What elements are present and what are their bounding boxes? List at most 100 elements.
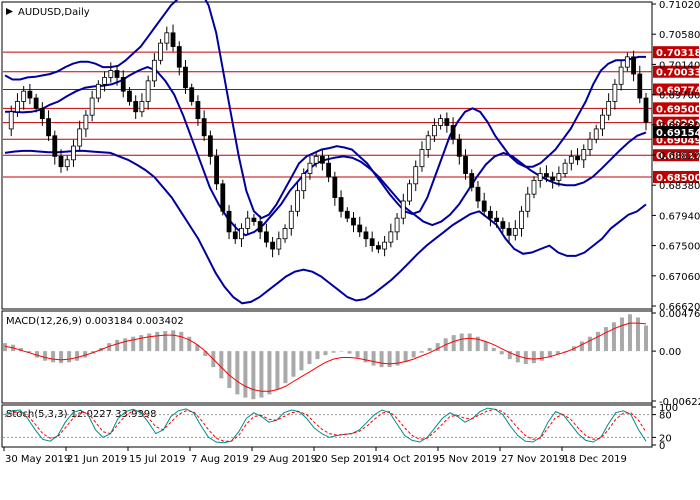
candle-body [27,90,33,99]
macd-histogram-bar [644,325,648,352]
candle-body [114,70,120,78]
candle-body [618,66,624,85]
candle-body [363,231,369,240]
level-badge [653,102,699,115]
candle-body [133,101,139,113]
macd-histogram-bar [427,347,432,352]
resistance-levels: 0.70318 0.70033 0.69774 0.69500 0.69291 0.690… [3,46,700,184]
candle-body [450,125,456,140]
macd-signal-line [4,322,647,392]
candle-body [127,90,132,102]
macd-histogram-bar [155,331,160,352]
macd-histogram-bar [323,351,328,356]
candle-body [550,176,556,181]
macd-histogram-bar [307,351,312,364]
price-axis: 0.71020 0.70580 0.70140 0.69700 0.69260 0.688… [652,0,700,313]
level-label: 0.69774 [656,86,700,97]
candle-body [537,173,543,181]
candle-body [575,155,580,161]
candle-body [164,32,170,44]
macd-histogram-bar [379,351,384,368]
macd-histogram-bar [283,351,288,384]
macd-histogram-bar [475,336,480,352]
macd-histogram-bar [347,351,352,354]
macd-histogram-bar [619,317,624,352]
candle-body [456,138,462,157]
macd-histogram-bar [259,351,264,398]
candle-body [581,149,587,161]
macd-histogram-bar [627,314,632,352]
candle-body [612,83,618,102]
candle-body [637,73,643,99]
candle-body [444,118,450,126]
price-tick-label: 0.70140 [659,60,700,71]
macd-histogram-bar [59,351,64,364]
candle-body [102,77,107,85]
upper-band-line [4,0,646,220]
macd-histogram-bar [203,351,208,356]
current-price-label: 0.69154 [656,128,700,139]
candle-body [425,135,431,150]
candle-body [531,179,537,195]
candle-body [600,114,605,130]
candle-body [494,217,500,222]
macd-histogram-bar [515,351,520,363]
candle-body [46,118,51,137]
macd-histogram-bar [483,341,488,352]
level-badge [653,83,699,96]
macd-histogram-bar [555,351,560,355]
level-label: 0.68500 [656,173,700,184]
time-tick-label: 5 Nov 2019 [439,454,497,465]
macd-histogram-bar [115,339,120,352]
candle-body [89,97,95,116]
macd-histogram-bar [179,331,184,352]
level-label: 0.70033 [656,68,700,79]
candle-body [382,241,388,250]
candle-body [295,190,300,212]
candle-body [519,210,524,229]
macd-histogram-bar [395,351,400,366]
candle-body [71,145,76,161]
candle-body [394,217,400,233]
macd-histogram-bar [435,343,440,352]
level-label: 0.68817 [656,151,700,162]
candle-body [475,186,481,202]
macd-histogram-bar [35,351,40,358]
candle-body [183,66,188,89]
candle-body [643,97,649,123]
price-tick-label: 0.68820 [659,151,700,162]
bollinger-bands [4,0,647,305]
macd-histogram-bar [595,331,600,352]
price-tick-label: 0.66620 [659,302,700,313]
candle-body [624,56,630,68]
macd-histogram-bar [635,317,640,352]
macd-histogram-bar [507,351,512,360]
candle-body [176,46,182,68]
macd-histogram-bar [171,330,176,352]
candle-body [413,166,419,185]
price-tick-label: 0.67940 [659,211,700,222]
macd-histogram-bar [75,351,80,361]
candle-body [120,77,126,92]
candle-body [319,155,325,164]
candle-body [108,70,114,78]
candle-body [438,118,444,126]
candle-body [52,135,58,157]
candle-body [226,210,232,233]
macd-histogram-bar [459,333,464,352]
candle-body [195,101,201,120]
candle-body [388,231,394,243]
candle-body [170,32,176,47]
macd-histogram-bar [363,351,368,363]
candle-body [307,162,313,174]
candle-body [232,231,238,240]
candle-body [369,238,375,246]
candle-body [344,210,350,219]
price-tick-label: 0.68380 [659,181,700,192]
macd-histogram-bar [467,333,472,352]
candle-body [419,149,425,168]
macd-histogram-bar [603,327,608,352]
candle-body [357,224,363,233]
price-tick-label: 0.69700 [659,91,700,102]
